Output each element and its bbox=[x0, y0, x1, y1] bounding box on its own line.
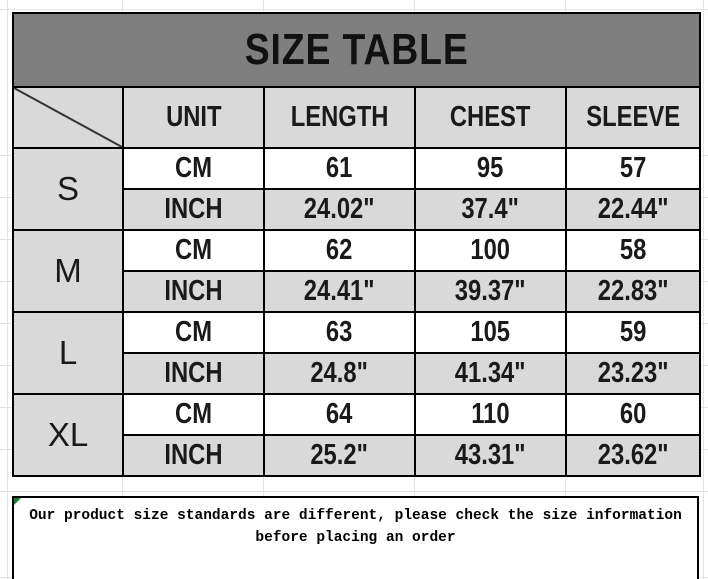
excel-error-indicator-icon bbox=[14, 498, 21, 505]
column-header-sleeve: SLEEVE bbox=[564, 86, 702, 149]
table-row-l-inch: INCH 24.8" 41.34" 23.23" bbox=[13, 352, 702, 395]
grid-line bbox=[0, 9, 708, 10]
table-title-cell: SIZE TABLE bbox=[11, 12, 702, 88]
table-row-xl-inch: INCH 25.2" 43.31" 23.62" bbox=[13, 434, 702, 477]
column-header-chest: CHEST bbox=[414, 86, 567, 149]
diagonal-header-cell bbox=[12, 86, 124, 149]
note-line-2: before placing an order bbox=[255, 530, 456, 546]
table-row-m-inch: INCH 24.41" 39.37" 22.83" bbox=[13, 270, 702, 313]
table-row-s-cm: S CM 61 95 57 bbox=[12, 147, 702, 231]
value-cell: 23.62" bbox=[564, 434, 702, 477]
diagonal-line-icon bbox=[14, 88, 122, 147]
value-cell: 100 bbox=[414, 229, 567, 272]
value-cell: 61 bbox=[263, 147, 416, 190]
value-cell: 95 bbox=[414, 147, 567, 190]
size-label-m: M bbox=[12, 229, 124, 313]
value-cell: 23.23" bbox=[564, 352, 702, 395]
value-cell: 24.02" bbox=[263, 188, 416, 231]
value-cell: 64 bbox=[263, 393, 416, 436]
value-cell: 41.34" bbox=[414, 352, 567, 395]
value-cell: 63 bbox=[263, 311, 416, 354]
page-title: SIZE TABLE bbox=[244, 25, 469, 74]
value-cell: 62 bbox=[263, 229, 416, 272]
column-header-length: LENGTH bbox=[263, 86, 416, 149]
size-label-xl: XL bbox=[12, 393, 124, 477]
value-cell: 60 bbox=[564, 393, 702, 436]
unit-cell: INCH bbox=[122, 188, 265, 231]
table-row-m-cm: M CM 62 100 58 bbox=[12, 229, 702, 313]
unit-cell: CM bbox=[122, 393, 265, 436]
note-line-1: Our product size standards are different… bbox=[29, 508, 682, 524]
size-label-s: S bbox=[12, 147, 124, 231]
grid-line bbox=[703, 0, 704, 579]
unit-cell: CM bbox=[122, 311, 265, 354]
grid-line bbox=[0, 491, 708, 492]
unit-cell: INCH bbox=[122, 434, 265, 477]
value-cell: 25.2" bbox=[263, 434, 416, 477]
column-header-unit: UNIT bbox=[122, 86, 265, 149]
note-box: Our product size standards are different… bbox=[12, 496, 699, 579]
value-cell: 110 bbox=[414, 393, 567, 436]
value-cell: 58 bbox=[564, 229, 702, 272]
column-header-row: UNIT LENGTH CHEST SLEEVE bbox=[12, 86, 702, 149]
table-row-s-inch: INCH 24.02" 37.4" 22.44" bbox=[13, 188, 702, 231]
value-cell: 37.4" bbox=[414, 188, 567, 231]
value-cell: 59 bbox=[564, 311, 702, 354]
value-cell: 57 bbox=[564, 147, 702, 190]
size-table: SIZE TABLE UNIT LENGTH CHEST SLEEVE S CM bbox=[11, 12, 702, 477]
title-row: SIZE TABLE bbox=[11, 12, 702, 88]
unit-cell: INCH bbox=[122, 352, 265, 395]
table-row-xl-cm: XL CM 64 110 60 bbox=[12, 393, 702, 477]
unit-cell: CM bbox=[122, 229, 265, 272]
size-label-l: L bbox=[12, 311, 124, 395]
unit-cell: CM bbox=[122, 147, 265, 190]
value-cell: 105 bbox=[414, 311, 567, 354]
value-cell: 22.44" bbox=[564, 188, 702, 231]
value-cell: 22.83" bbox=[564, 270, 702, 313]
value-cell: 39.37" bbox=[414, 270, 567, 313]
unit-cell: INCH bbox=[122, 270, 265, 313]
value-cell: 43.31" bbox=[414, 434, 567, 477]
value-cell: 24.8" bbox=[263, 352, 416, 395]
grid-line bbox=[7, 0, 8, 579]
table-row-l-cm: L CM 63 105 59 bbox=[12, 311, 702, 395]
value-cell: 24.41" bbox=[263, 270, 416, 313]
